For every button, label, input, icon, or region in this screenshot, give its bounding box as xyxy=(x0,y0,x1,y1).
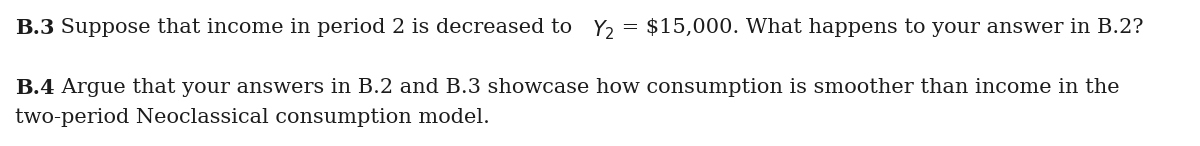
Text: Argue that your answers in B.2 and B.3 showcase how consumption is smoother than: Argue that your answers in B.2 and B.3 s… xyxy=(55,78,1120,97)
Text: Suppose that income in period 2 is decreased to: Suppose that income in period 2 is decre… xyxy=(54,18,593,37)
Text: B.4: B.4 xyxy=(14,78,55,98)
Text: = $15,000. What happens to your answer in B.2?: = $15,000. What happens to your answer i… xyxy=(616,18,1144,37)
Text: $\mathit{Y}_2$: $\mathit{Y}_2$ xyxy=(593,18,616,42)
Text: two-period Neoclassical consumption model.: two-period Neoclassical consumption mode… xyxy=(14,108,490,127)
Text: B.3: B.3 xyxy=(14,18,54,38)
